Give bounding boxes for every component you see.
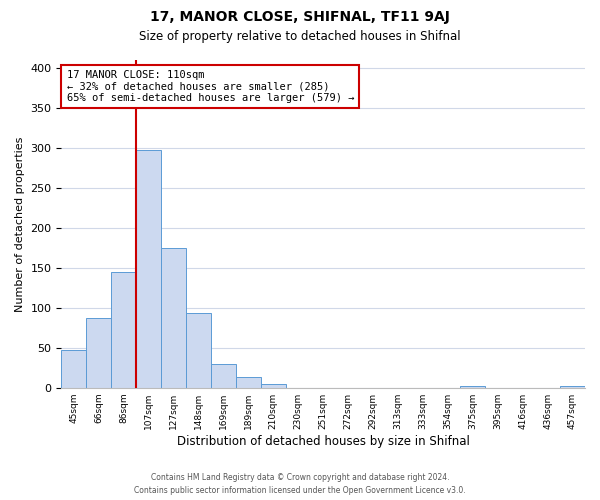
Bar (211, 364, 236, 388)
Bar (186, 314, 211, 388)
Bar (560, 386, 585, 388)
Y-axis label: Number of detached properties: Number of detached properties (15, 136, 25, 312)
Bar (261, 384, 286, 388)
Bar (161, 248, 186, 388)
Bar (111, 272, 136, 388)
Text: Size of property relative to detached houses in Shifnal: Size of property relative to detached ho… (139, 30, 461, 43)
Bar (61, 350, 86, 388)
Text: 17, MANOR CLOSE, SHIFNAL, TF11 9AJ: 17, MANOR CLOSE, SHIFNAL, TF11 9AJ (150, 10, 450, 24)
Bar (460, 386, 485, 388)
X-axis label: Distribution of detached houses by size in Shifnal: Distribution of detached houses by size … (177, 434, 470, 448)
Text: 17 MANOR CLOSE: 110sqm
← 32% of detached houses are smaller (285)
65% of semi-de: 17 MANOR CLOSE: 110sqm ← 32% of detached… (67, 70, 354, 103)
Bar (86, 318, 111, 388)
Text: Contains HM Land Registry data © Crown copyright and database right 2024.
Contai: Contains HM Land Registry data © Crown c… (134, 473, 466, 495)
Bar (136, 150, 161, 388)
Bar (236, 376, 261, 388)
